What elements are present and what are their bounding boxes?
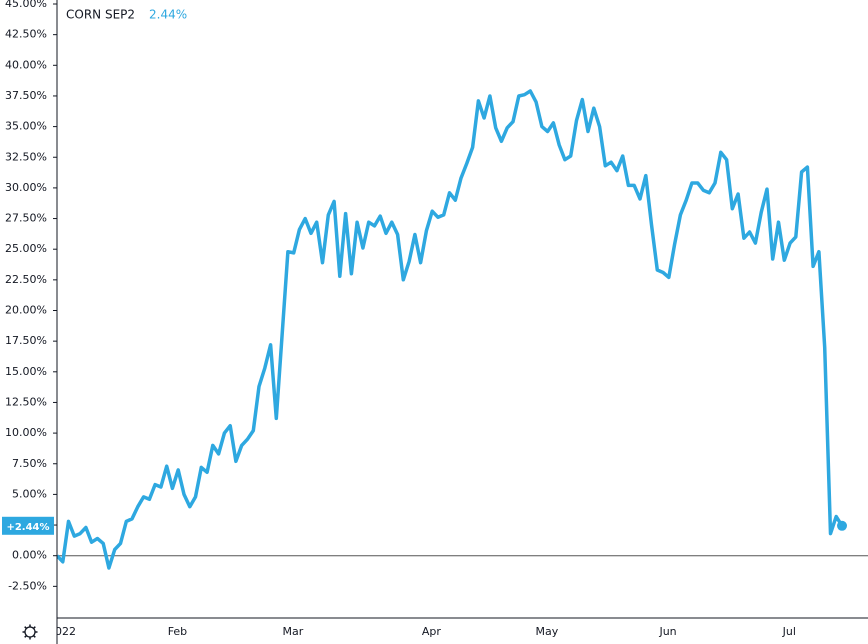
- x-tick-label: Apr: [422, 625, 442, 638]
- y-tick-label: 25.00%: [5, 242, 47, 255]
- y-tick-label: 45.00%: [5, 0, 47, 10]
- y-tick-label: 40.00%: [5, 58, 47, 71]
- settings-icon[interactable]: [22, 624, 38, 640]
- last-value-label: +2.44%: [6, 522, 49, 533]
- y-tick-label: 10.00%: [5, 426, 47, 439]
- last-point: [837, 520, 847, 531]
- y-tick-label: 20.00%: [5, 304, 47, 317]
- y-tick-label: 15.00%: [5, 365, 47, 378]
- y-tick-label: 35.00%: [5, 120, 47, 133]
- settings-icon-tooth: [33, 635, 36, 638]
- x-tick-label: May: [535, 625, 558, 638]
- settings-icon-tooth: [24, 635, 27, 638]
- y-tick-label: 12.50%: [5, 395, 47, 408]
- series-line: [55, 89, 844, 570]
- y-tick-label: 7.50%: [12, 457, 47, 470]
- settings-icon-tooth: [24, 626, 27, 629]
- y-tick-label: 32.50%: [5, 150, 47, 163]
- legend-name: CORN SEP2: [66, 8, 135, 22]
- y-tick-label: 30.00%: [5, 181, 47, 194]
- settings-icon-tooth: [33, 626, 36, 629]
- y-axis-panel: [0, 0, 57, 644]
- y-tick-label: -2.50%: [8, 579, 47, 592]
- x-tick-label: Jun: [658, 625, 676, 638]
- y-tick-label: 22.50%: [5, 273, 47, 286]
- y-tick-label: 37.50%: [5, 89, 47, 102]
- legend-value: 2.44%: [149, 8, 187, 22]
- y-tick-label: 5.00%: [12, 487, 47, 500]
- x-tick-label: Mar: [282, 625, 303, 638]
- last-value-badge: [2, 516, 54, 535]
- y-tick-label: 42.50%: [5, 28, 47, 41]
- y-tick-label: 27.50%: [5, 212, 47, 225]
- x-tick-label: Feb: [168, 625, 187, 638]
- x-tick-label: Jul: [782, 625, 796, 638]
- y-tick-label: 17.50%: [5, 334, 47, 347]
- y-tick-label: 0.00%: [12, 549, 47, 562]
